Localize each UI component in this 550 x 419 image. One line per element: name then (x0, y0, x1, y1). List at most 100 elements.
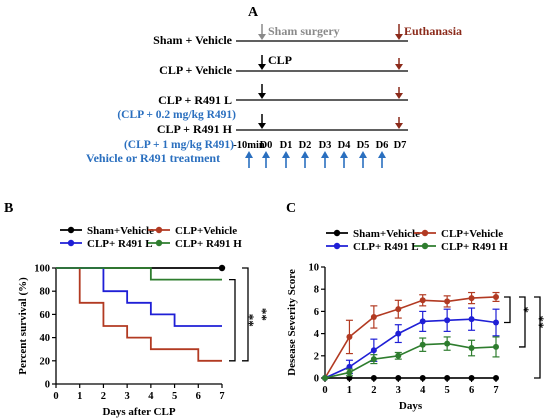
significance-label: ** (255, 308, 270, 321)
panel-b-label: B (4, 201, 13, 216)
timepoint-label: D1 (280, 140, 293, 151)
timepoint-label: D5 (357, 140, 370, 151)
euthanasia-label: Euthanasia (404, 24, 462, 38)
x-tick-label: 5 (172, 391, 177, 402)
legend-label: CLP+ R491 L (87, 238, 153, 250)
series-point (346, 375, 353, 381)
series-point (419, 318, 426, 325)
legend-marker (421, 242, 429, 250)
treatment-arrow-head (321, 151, 329, 158)
significance-bracket (504, 296, 511, 324)
legend-marker (333, 242, 341, 250)
x-tick-label: 6 (469, 385, 474, 396)
series-point (468, 345, 475, 352)
y-tick-label: 10 (309, 263, 320, 274)
series-point (370, 356, 377, 363)
series-point (468, 375, 475, 381)
y-tick-label: 0 (45, 380, 50, 391)
series-point (493, 375, 499, 381)
panel-c: C 0 2 4 6 8 10 0 1 2 3 4 5 6 7 Days Desease Severity Sc… (286, 201, 550, 412)
timepoint-labels: -10min D0 D1 D2 D3 D4 D5 D6 D7 (233, 140, 406, 151)
series-point (444, 340, 451, 347)
treatment-arrow-head (262, 151, 270, 158)
x-tick-label: 5 (445, 385, 450, 396)
x-tick-label: 7 (493, 385, 498, 396)
series-point (370, 375, 377, 381)
timepoint-label: D2 (299, 140, 312, 151)
series-line (324, 296, 497, 379)
series-line (324, 342, 497, 379)
panel-b: B 0 20 40 60 80 100 0 1 2 3 4 5 6 7 Days after CLP Perc… (4, 201, 270, 418)
significance-bracket (242, 267, 249, 362)
significance-bracket (519, 296, 526, 348)
legend-label: CLP+Vehicle (175, 225, 237, 237)
series-point (493, 343, 499, 350)
series-point (346, 333, 353, 340)
series-point (395, 306, 402, 313)
legend-marker (155, 226, 163, 234)
series-line (56, 267, 222, 362)
x-tick-label: 6 (196, 391, 201, 402)
series-point (444, 317, 451, 324)
series-end-marker (218, 264, 226, 272)
sham-surgery-arrow (258, 24, 266, 40)
series-point (322, 375, 328, 381)
panel-a: A Sham + Vehicle CLP + Vehicle CLP + R49… (86, 5, 462, 168)
legend-label: CLP+ R491 H (175, 238, 242, 250)
series-point (370, 313, 377, 320)
series-point (346, 369, 353, 376)
treatment-arrow-head (378, 151, 386, 158)
x-axis-label: Days (399, 400, 423, 412)
x-tick-label: 0 (53, 391, 58, 402)
y-tick-label: 0 (314, 374, 319, 385)
x-tick-label: 4 (148, 391, 154, 402)
series-point (395, 330, 402, 337)
clp-arrows (258, 55, 266, 129)
legend-label: CLP+Vehicle (441, 228, 503, 240)
clp-label: CLP (268, 53, 292, 67)
significance-label: ** (242, 314, 257, 327)
x-tick-label: 1 (77, 391, 82, 402)
series-point (419, 375, 426, 381)
x-axis-label: Days after CLP (102, 406, 175, 418)
group-label-r491l: CLP + R491 L (158, 93, 232, 107)
y-tick-label: 6 (314, 307, 319, 318)
series-point (493, 293, 499, 300)
sham-surgery-label: Sham surgery (268, 24, 340, 38)
treatment-arrows (245, 151, 386, 168)
legend-marker (333, 229, 341, 237)
y-tick-label: 60 (40, 310, 51, 321)
significance-label: *** (547, 328, 550, 348)
treatment-label: Vehicle or R491 treatment (86, 151, 220, 165)
treatment-arrow-head (301, 151, 309, 158)
timepoint-label: -10min (233, 140, 265, 151)
group-label-clp: CLP + Vehicle (159, 63, 233, 77)
x-tick-label: 3 (396, 385, 401, 396)
legend-marker (421, 229, 429, 237)
x-tick-label: 3 (125, 391, 130, 402)
y-tick-label: 2 (314, 351, 319, 362)
severity-chart: 0 2 4 6 8 10 0 1 2 3 4 5 6 7 Days Desease Severity Scor… (286, 228, 550, 412)
legend-marker (67, 226, 75, 234)
panel-a-label: A (248, 5, 259, 20)
y-axis-label: Desease Severity Score (286, 269, 298, 376)
panel-c-label: C (286, 201, 296, 216)
x-tick-label: 1 (347, 385, 352, 396)
legend-label: Sham+Vehicle (87, 225, 154, 237)
x-tick-label: 4 (420, 385, 426, 396)
series-point (468, 295, 475, 302)
y-tick-label: 80 (40, 287, 51, 298)
series-point (395, 375, 402, 381)
significance-bracket (534, 296, 541, 379)
treatment-arrow-head (359, 151, 367, 158)
series-point (346, 363, 353, 370)
treatment-arrow-head (282, 151, 290, 158)
y-tick-label: 40 (40, 333, 51, 344)
series-line (324, 318, 497, 379)
group-sub-r491h: (CLP + 1 mg/kg R491) (124, 139, 234, 151)
x-tick-label: 7 (219, 391, 224, 402)
x-tick-label: 2 (371, 385, 376, 396)
group-sub-r491l: (CLP + 0.2 mg/kg R491) (117, 109, 236, 121)
y-tick-label: 100 (34, 264, 50, 275)
